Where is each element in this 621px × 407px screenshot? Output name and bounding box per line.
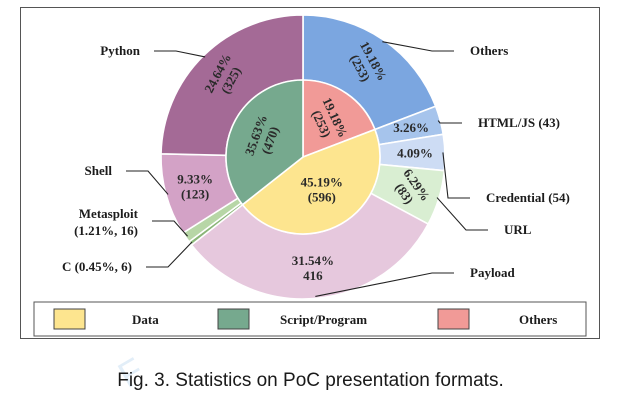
callout-python: Python	[100, 43, 141, 58]
leader-line-others	[382, 41, 454, 52]
legend-box	[33, 301, 587, 337]
callout-credential: Credential (54)	[486, 190, 570, 205]
callout-c: C (0.45%, 6)	[62, 259, 132, 274]
inner-slice-data	[241, 128, 381, 235]
leader-line-url	[436, 197, 488, 231]
inner-label-data: 45.19% (596)	[301, 175, 343, 205]
outer-label-shell: 9.33% (123)	[177, 171, 213, 201]
callout-others: Others	[470, 43, 508, 58]
outer-label-html-js: 3.26%	[393, 120, 429, 135]
callout-url: URL	[504, 222, 532, 237]
figure-caption: Fig. 3. Statistics on PoC presentation f…	[117, 370, 504, 391]
legend-swatch-data	[53, 308, 86, 330]
leader-line-credential	[442, 152, 470, 199]
inner-slice-script-program	[225, 79, 304, 206]
callout-shell: Shell	[85, 163, 113, 178]
legend-swatch-script-program	[217, 308, 250, 330]
leader-line-c	[146, 241, 193, 268]
figure-frame	[20, 7, 600, 339]
leader-line-payload	[315, 272, 454, 297]
inner-slice-others	[302, 79, 376, 159]
legend-label-data: Data	[132, 312, 159, 327]
outer-label-payload: 31.54% 416	[292, 253, 334, 283]
leader-line-shell	[126, 170, 169, 195]
leader-line-metasploit	[152, 220, 189, 237]
callout-html-js: HTML/JS (43)	[478, 115, 560, 130]
leader-line-html-js	[437, 120, 462, 124]
legend-swatch-others	[437, 308, 470, 330]
legend-label-script-program: Script/Program	[280, 312, 367, 327]
outer-label-credential: 4.09%	[397, 145, 433, 160]
sunburst-chart: 19.18%(253)45.19% (596)35.63%(470)19.18%(…	[33, 14, 587, 337]
callout-payload: Payload	[470, 265, 516, 280]
callout-metasploit: Metasploit (1.21%, 16)	[74, 206, 139, 238]
leader-line-python	[154, 50, 206, 58]
legend-label-others: Others	[519, 312, 557, 327]
